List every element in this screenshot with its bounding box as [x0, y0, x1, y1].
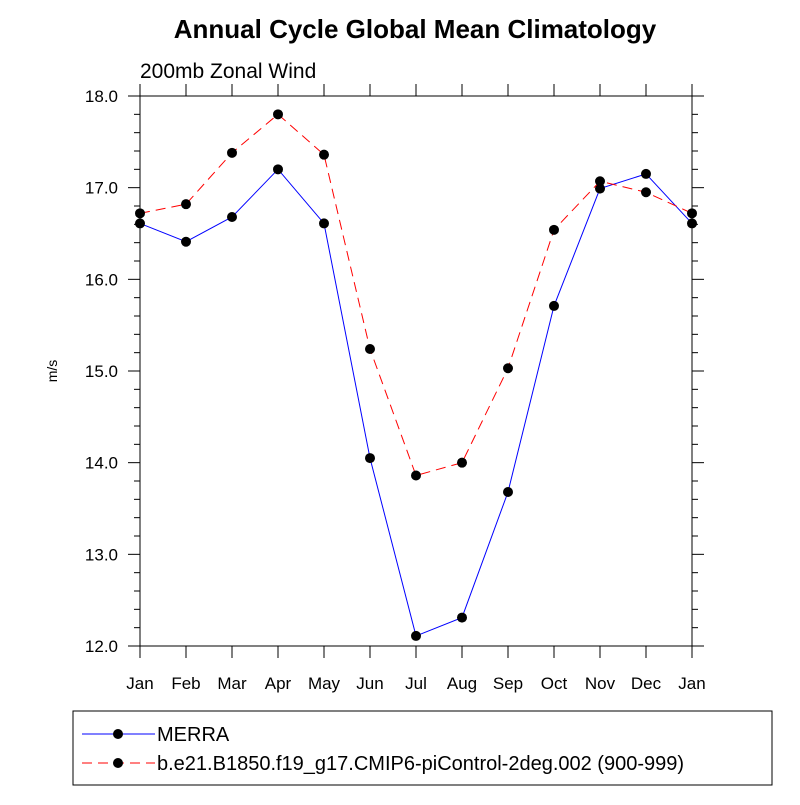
series-2-point — [687, 208, 697, 219]
series-2-point — [503, 363, 513, 374]
series-layer — [135, 109, 697, 641]
x-tick-label: Aug — [447, 674, 477, 693]
legend-marker-1 — [113, 729, 123, 739]
x-tick-label: Jul — [405, 674, 427, 693]
series-2-point — [549, 224, 559, 235]
y-axis-ticks: 12.0 13.0 14.0 15.0 16.0 17.0 18.0 — [85, 87, 704, 656]
legend-box — [72, 710, 773, 786]
y-tick-label: 15.0 — [85, 362, 118, 381]
series-line-2 — [139, 113, 693, 477]
series-1-point — [641, 168, 651, 179]
series-1-point — [595, 183, 605, 194]
series-2-point — [641, 187, 651, 198]
series-2-point — [411, 470, 421, 481]
series-2-point — [319, 149, 329, 160]
series-1-point — [687, 218, 697, 229]
x-tick-label: Mar — [217, 674, 247, 693]
x-tick-label: Nov — [585, 674, 616, 693]
series-2-point — [457, 457, 467, 468]
x-tick-label: Jan — [126, 674, 153, 693]
series-2-point — [365, 344, 375, 354]
plot-frame — [139, 95, 693, 647]
series-1-point — [273, 164, 283, 175]
series-2-point — [273, 109, 283, 120]
x-tick-label: Jan — [678, 674, 705, 693]
legend-label-1: MERRA — [157, 724, 230, 746]
y-tick-label: 13.0 — [85, 545, 118, 564]
series-1-point — [457, 612, 467, 623]
legend-label-2: b.e21.B1850.f19_g17.CMIP6-piControl-2deg… — [157, 753, 684, 775]
y-tick-label: 17.0 — [85, 179, 118, 198]
x-tick-label: Feb — [171, 674, 200, 693]
chart-subtitle: 200mb Zonal Wind — [140, 60, 316, 83]
series-line-1 — [139, 168, 693, 637]
series-2-point — [595, 176, 605, 187]
series-1-point — [549, 300, 559, 311]
series-1-point — [503, 487, 513, 497]
y-tick-label: 12.0 — [85, 637, 118, 656]
series-2-point — [227, 147, 237, 158]
y-axis-label: m/s — [44, 360, 60, 383]
x-tick-label: Apr — [265, 674, 292, 693]
y-tick-label: 18.0 — [85, 87, 118, 106]
series-1-point — [411, 630, 421, 641]
chart-title: Annual Cycle Global Mean Climatology — [174, 14, 657, 44]
x-tick-label: May — [308, 674, 341, 693]
x-tick-label: Oct — [541, 674, 568, 693]
y-tick-label: 14.0 — [85, 454, 118, 473]
y-tick-label: 16.0 — [85, 270, 118, 289]
x-tick-label: Jun — [356, 674, 383, 693]
x-tick-label: Sep — [493, 674, 523, 693]
x-tick-label: Dec — [631, 674, 662, 693]
series-1-point — [227, 212, 237, 222]
series-1-point — [181, 236, 191, 247]
legend-marker-2 — [113, 758, 123, 768]
series-1-point — [365, 453, 375, 464]
series-2-point — [135, 208, 145, 219]
series-1-point — [319, 218, 329, 229]
x-axis-ticks: Jan Feb Mar Apr May Jun Jul Aug Sep Oct Nov Dec Jan — [126, 84, 706, 693]
series-2-point — [181, 199, 191, 210]
series-1-point — [135, 218, 145, 229]
legend: MERRA b.e21.B1850.f19_g17.CMIP6-piControl… — [82, 724, 684, 775]
